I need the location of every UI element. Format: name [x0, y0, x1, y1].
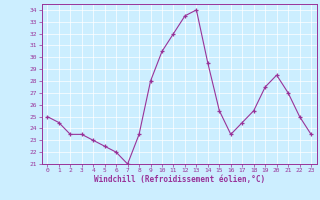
X-axis label: Windchill (Refroidissement éolien,°C): Windchill (Refroidissement éolien,°C) [94, 175, 265, 184]
